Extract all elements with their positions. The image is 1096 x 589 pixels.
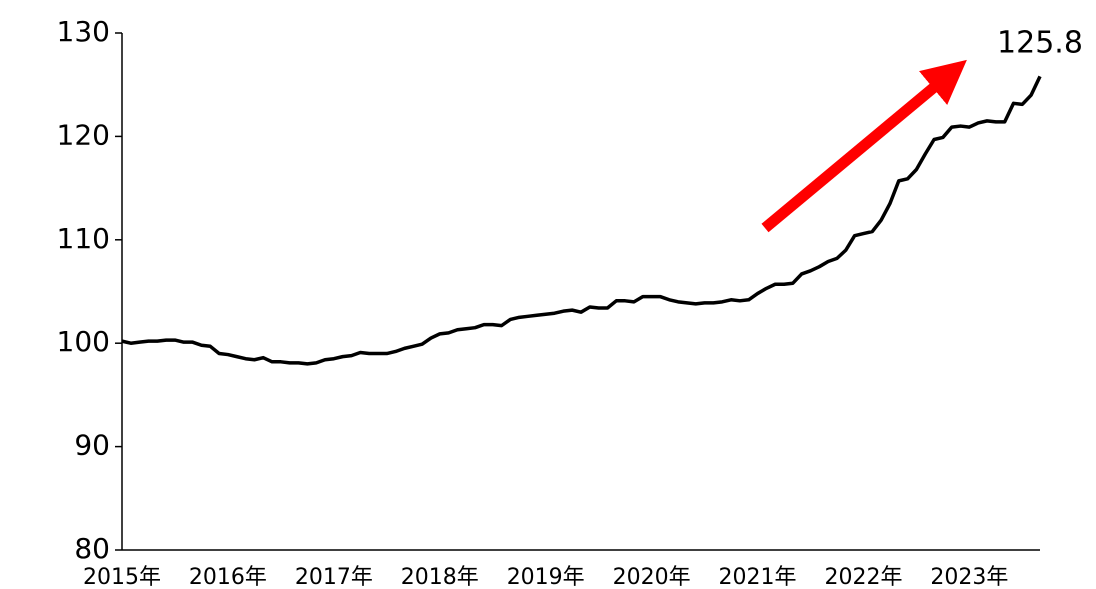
x-tick-label: 2019年 [507,565,585,589]
annotation: 125.8 [997,26,1083,61]
y-tick-label: 120 [57,118,110,151]
x-tick-label: 2015年 [83,565,161,589]
x-tick-label: 2023年 [930,565,1008,589]
x-tick-label: 2020年 [613,565,691,589]
y-tick-label: 130 [57,15,110,48]
y-tick-label: 90 [74,429,110,462]
y-tick-label: 100 [57,325,110,358]
x-tick-label: 2017年 [295,565,373,589]
x-tick-label: 2018年 [401,565,479,589]
x-tick-label: 2021年 [719,565,797,589]
y-tick-label: 110 [57,222,110,255]
x-tick-label: 2016年 [189,565,267,589]
x-tick-label: 2022年 [824,565,902,589]
y-tick-label: 80 [74,532,110,565]
trend-arrow [761,59,967,233]
data-line [121,75,1042,366]
